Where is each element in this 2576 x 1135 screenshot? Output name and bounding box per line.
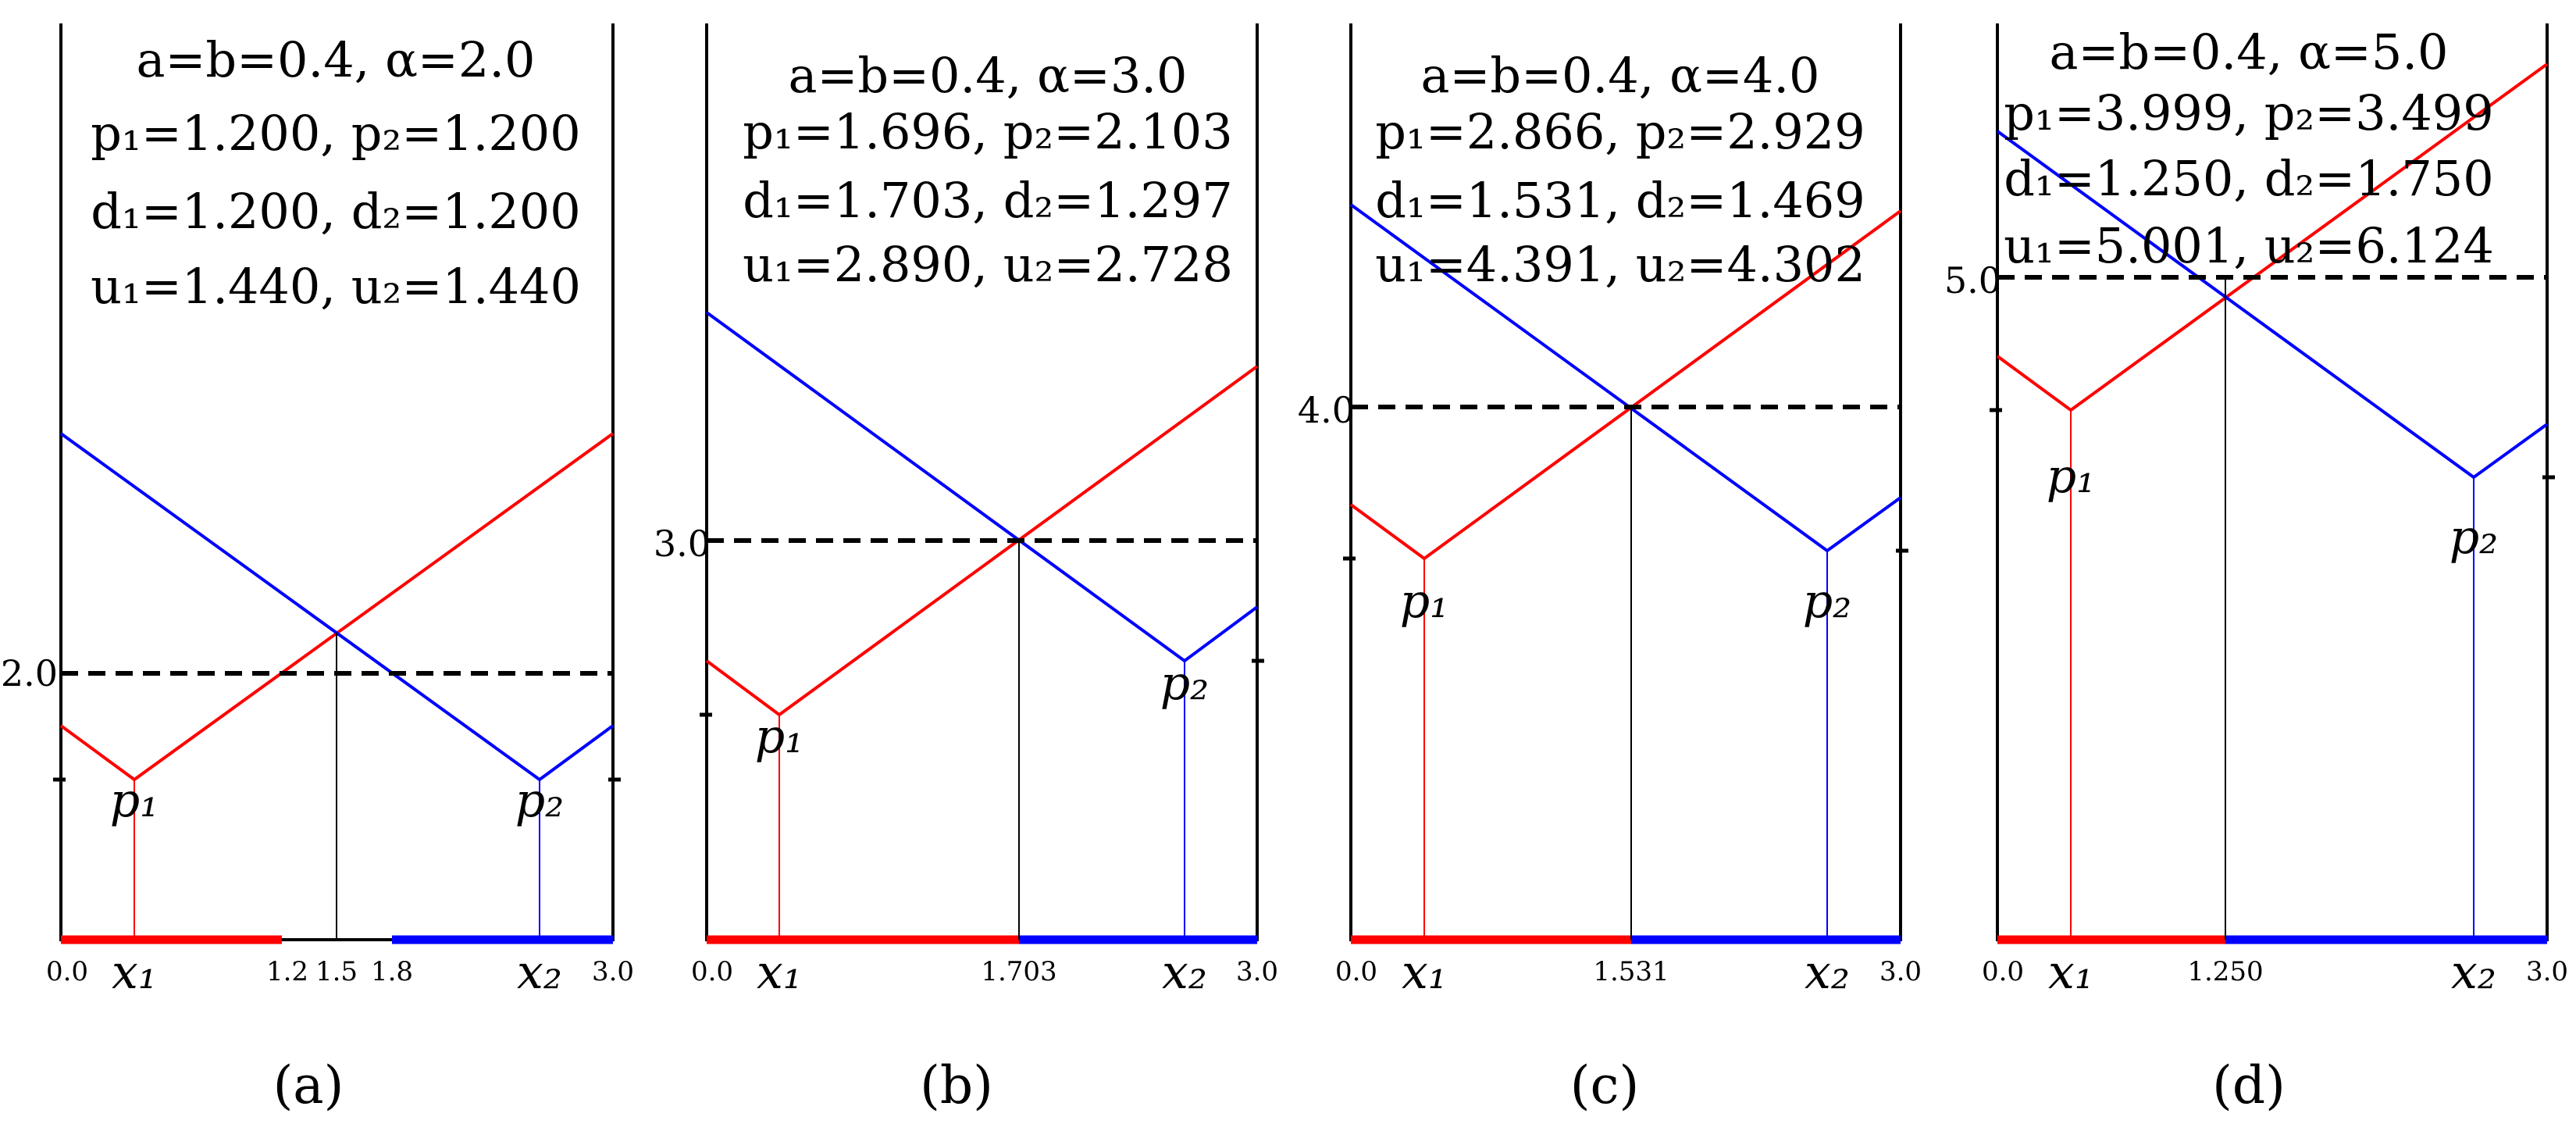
x1-label: x₁	[1402, 945, 1447, 1000]
panel-d: 5.0 p₁ p₂ 0.0 1.250 3.0 x₁ x₂ a=b=0.4, α…	[1944, 23, 2568, 1115]
p2-label: p₂	[1803, 574, 1851, 629]
caption: (b)	[920, 1055, 993, 1115]
p1-label: p₁	[1400, 574, 1448, 629]
param-line-3: d₁=1.703, d₂=1.297	[743, 172, 1232, 229]
param-line-3: d₁=1.250, d₂=1.750	[2004, 150, 2493, 207]
x-tick-2: 3.0	[1879, 956, 1922, 987]
panel-b: 3.0 p₁ p₂ 0.0 1.703 3.0 x₁ x₂ a=b=0.4, α…	[654, 23, 1278, 1115]
param-line-1: a=b=0.4, α=2.0	[137, 31, 536, 88]
param-line-4: u₁=4.391, u₂=4.302	[1375, 236, 1865, 293]
param-line-3: d₁=1.200, d₂=1.200	[91, 183, 580, 240]
p1-label: p₁	[110, 773, 159, 828]
x-tick-1: 1.703	[981, 956, 1056, 987]
panel-c: 4.0 p₁ p₂ 0.0 1.531 3.0 x₁ x₂ a=b=0.4, α…	[1298, 23, 1922, 1115]
price-line-blue	[705, 311, 1259, 663]
param-line-4: u₁=2.890, u₂=2.728	[743, 236, 1233, 293]
panel-a: 2.0 p₁ p₂ 0.0 1.2 1.5 1.8 3.0 x₁ x₂ a=b=…	[1, 23, 634, 1115]
alpha-label: 2.0	[1, 652, 58, 694]
x-tick-4: 3.0	[592, 956, 634, 987]
caption: (d)	[2212, 1055, 2286, 1115]
x1-label: x₁	[757, 945, 802, 1000]
x1-label: x₁	[112, 945, 157, 1000]
param-line-4: u₁=5.001, u₂=6.124	[2004, 217, 2494, 274]
p2-label: p₂	[1160, 656, 1209, 711]
param-line-2: p₁=2.866, p₂=2.929	[1375, 103, 1865, 160]
p1-label: p₁	[2047, 449, 2095, 504]
caption: (a)	[273, 1055, 344, 1115]
x-tick-2: 3.0	[2526, 956, 2568, 987]
param-line-1: a=b=0.4, α=3.0	[789, 47, 1188, 104]
x2-label: x₂	[1162, 945, 1207, 1000]
alpha-label: 5.0	[1944, 259, 2001, 302]
param-line-1: a=b=0.4, α=5.0	[2050, 23, 2449, 80]
param-line-2: p₁=3.999, p₂=3.499	[2004, 84, 2493, 141]
caption: (c)	[1570, 1055, 1639, 1115]
param-line-3: d₁=1.531, d₂=1.469	[1375, 172, 1865, 229]
p2-label: p₂	[2450, 510, 2498, 565]
alpha-label: 4.0	[1298, 389, 1355, 431]
param-line-2: p₁=1.696, p₂=2.103	[743, 103, 1232, 160]
p2-label: p₂	[515, 773, 564, 828]
x-tick-3: 1.8	[371, 956, 413, 987]
x-tick-0: 0.0	[1982, 956, 2024, 987]
x-tick-0: 0.0	[1335, 956, 1377, 987]
x-tick-1: 1.250	[2187, 956, 2263, 987]
x2-label: x₂	[1805, 945, 1850, 1000]
param-line-4: u₁=1.440, u₂=1.440	[91, 258, 581, 315]
x-tick-0: 0.0	[46, 956, 88, 987]
x1-label: x₁	[2048, 945, 2093, 1000]
x2-label: x₂	[2451, 945, 2496, 1000]
param-line-1: a=b=0.4, α=4.0	[1421, 47, 1820, 104]
x-tick-2: 1.5	[315, 956, 358, 987]
x-tick-1: 1.2	[266, 956, 308, 987]
p1-label: p₁	[755, 709, 803, 764]
x-tick-2: 3.0	[1236, 956, 1278, 987]
x-tick-0: 0.0	[691, 956, 733, 987]
x2-label: x₂	[517, 945, 562, 1000]
x-tick-1: 1.531	[1593, 956, 1669, 987]
alpha-label: 3.0	[654, 523, 711, 565]
param-line-2: p₁=1.200, p₂=1.200	[91, 105, 580, 162]
